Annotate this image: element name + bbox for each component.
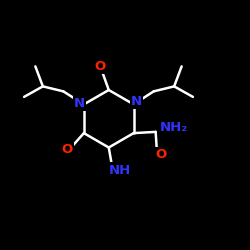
Text: N: N — [74, 96, 85, 110]
Text: O: O — [156, 148, 167, 161]
Text: N: N — [130, 95, 142, 108]
Text: O: O — [95, 60, 106, 73]
Text: NH: NH — [108, 164, 130, 176]
Text: O: O — [62, 144, 73, 156]
Text: NH₂: NH₂ — [160, 121, 188, 134]
